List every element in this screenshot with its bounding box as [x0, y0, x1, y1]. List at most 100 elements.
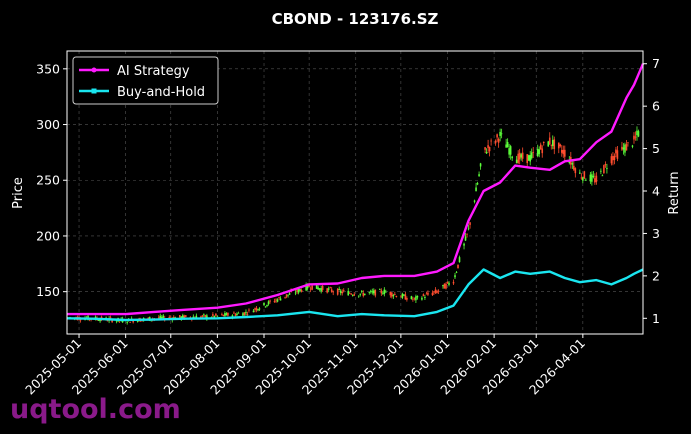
candle-body — [433, 291, 435, 293]
candle-body — [547, 141, 550, 147]
legend: AI Strategy Buy-and-Hold — [72, 56, 219, 105]
price-candles — [69, 126, 640, 325]
candle-body — [410, 296, 413, 300]
candle-body — [279, 298, 282, 301]
candle-body — [391, 292, 393, 297]
candle-body — [285, 294, 288, 297]
candle-body — [157, 317, 160, 319]
candle-body — [362, 292, 365, 296]
legend-buy-and-hold-marker — [91, 88, 97, 94]
candle-body — [539, 144, 542, 150]
candle-body — [159, 315, 162, 319]
candle-body — [315, 284, 318, 289]
candle-body — [457, 264, 459, 268]
candle-body — [106, 320, 109, 322]
y2-axis-label: Return — [667, 171, 682, 214]
candle-body — [227, 312, 229, 316]
candle-body — [215, 313, 217, 316]
candle-body — [601, 175, 604, 177]
candle-body — [563, 149, 566, 157]
candle-body — [287, 294, 289, 296]
candle-body — [631, 145, 634, 147]
y-tick-label: 350 — [36, 61, 60, 76]
candle-body — [320, 288, 322, 292]
candle-body — [442, 284, 444, 287]
candle-body — [562, 149, 565, 155]
y-axis-left: 150 200 250 300 350 — [36, 61, 67, 299]
candle-body — [425, 293, 428, 295]
candle-body — [589, 174, 592, 182]
candle-body — [529, 155, 532, 162]
y2-tick-label: 4 — [652, 184, 660, 199]
candle-body — [201, 315, 204, 317]
candle-body — [192, 316, 195, 318]
candle-body — [550, 144, 553, 146]
candle-body — [583, 171, 586, 179]
y2-tick-label: 3 — [652, 226, 660, 241]
candle-body — [252, 310, 255, 313]
y2-tick-label: 2 — [652, 268, 660, 283]
candle-body — [469, 222, 471, 225]
candle-body — [455, 272, 458, 274]
candle-body — [406, 297, 408, 300]
candle-body — [168, 317, 171, 319]
candle-body — [436, 290, 438, 294]
candle-body — [520, 154, 522, 158]
candle-body — [475, 187, 477, 192]
candle-body — [224, 313, 226, 316]
candle-body — [275, 299, 277, 301]
candle-body — [517, 153, 519, 163]
candle-body — [401, 293, 404, 298]
candle-body — [421, 297, 423, 300]
candle-body — [466, 233, 468, 235]
candle-body — [511, 156, 513, 159]
candle-body — [637, 131, 640, 137]
y2-tick-label: 1 — [652, 311, 660, 326]
candle-body — [530, 152, 533, 159]
candle-body — [484, 147, 486, 150]
candle-body — [600, 170, 602, 172]
candle-body — [348, 292, 351, 294]
candle-body — [132, 320, 134, 323]
candle-body — [416, 295, 419, 298]
candle-body — [109, 317, 112, 319]
candle-body — [255, 307, 258, 311]
candle-body — [216, 315, 219, 317]
candle-body — [321, 285, 324, 290]
candle-body — [183, 315, 186, 319]
candle-body — [403, 294, 405, 296]
candle-body — [622, 147, 625, 150]
candle-body — [422, 294, 425, 296]
candle-body — [369, 290, 372, 292]
candle-body — [353, 294, 356, 296]
candle-body — [246, 313, 249, 315]
candle-body — [258, 308, 261, 310]
candle-body — [494, 140, 497, 144]
candle-body — [595, 175, 598, 182]
candle-body — [317, 287, 319, 290]
candle-body — [515, 159, 518, 164]
candle-body — [400, 296, 402, 298]
candle-body — [160, 317, 163, 319]
candle-body — [458, 257, 461, 263]
candle-body — [182, 315, 184, 319]
chart-title: CBOND - 123176.SZ — [272, 10, 439, 28]
legend-ai-strategy-marker — [91, 67, 97, 73]
candle-body — [266, 304, 268, 307]
candle-body — [245, 311, 247, 314]
candle-body — [136, 320, 139, 322]
candle-body — [276, 299, 279, 302]
candle-body — [382, 293, 384, 295]
candle-body — [99, 319, 101, 322]
candle-body — [413, 297, 416, 299]
candle-body — [591, 174, 593, 182]
candle-body — [296, 288, 298, 292]
candle-body — [527, 155, 530, 161]
candle-body — [412, 299, 414, 300]
candle-body — [297, 288, 300, 293]
candle-body — [126, 322, 128, 324]
candle-body — [437, 290, 440, 292]
candle-body — [380, 290, 383, 294]
candle-body — [278, 297, 280, 299]
buy-and-hold-line — [66, 268, 644, 322]
